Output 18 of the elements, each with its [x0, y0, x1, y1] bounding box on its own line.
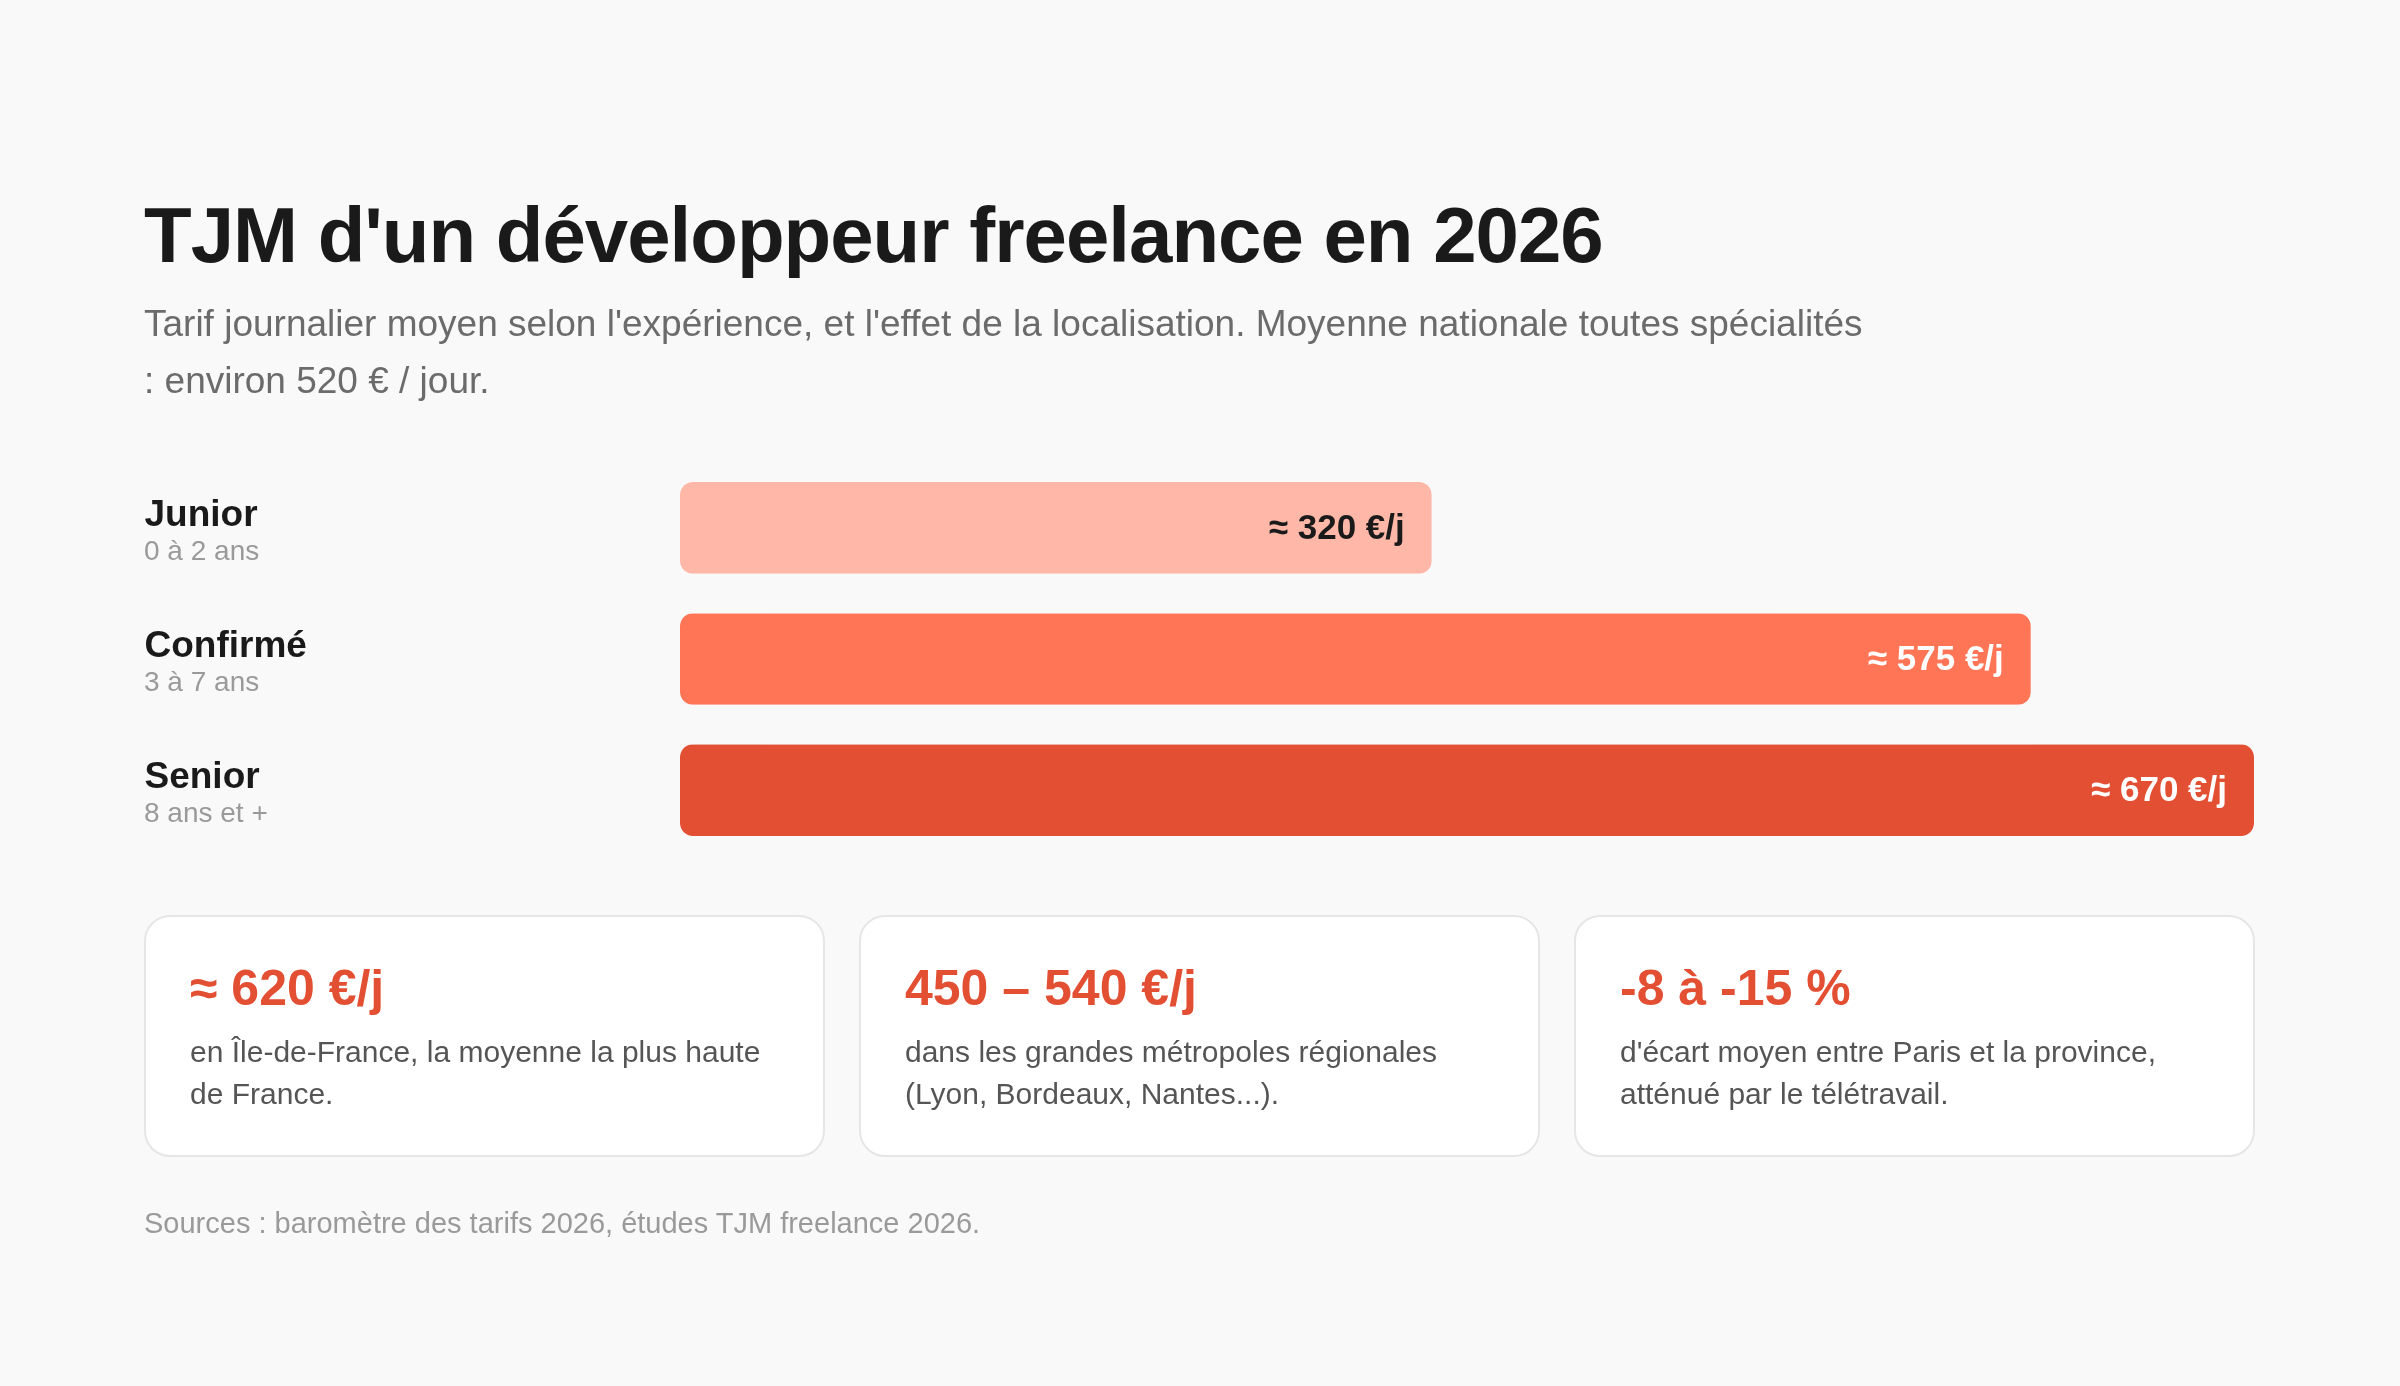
text: 0 à 2 ans [144, 534, 260, 566]
data-label: ≈ 670 €/j [2091, 769, 2227, 809]
source-note: Sources : baromètre des tarifs 2026, études TJM freelance 2026. [144, 1207, 982, 1240]
text: d'écart moyen entre Paris et la province, atténué par le télétravail. [1620, 1034, 2157, 1112]
y-tick-label: Junior [144, 492, 258, 534]
text: -8 à -15 % [1620, 959, 1852, 1017]
data-label: ≈ 575 €/j [1867, 638, 2004, 677]
data-label: ≈ 320 €/j [1268, 506, 1405, 546]
chart-title: TJM d'un développeur freelance en 2026 [144, 190, 1604, 281]
y-tick-label: Senior [144, 755, 260, 797]
chart-subtitle: Tarif journalier moyen selon l'expérience, et l'effet de la localisation. Moyenne nationale toutes spécialités : environ 520 € / jour. [144, 302, 1864, 403]
text: 8 ans et + [144, 797, 268, 829]
text: 450 – 540 €/j [905, 959, 1198, 1017]
text: en Île-de-France, la moyenne la plus haute de France. [190, 1034, 762, 1112]
text: 3 à 7 ans [144, 666, 260, 697]
text: ≈ 620 €/j [190, 959, 386, 1017]
y-tick-label: Confirmé [144, 624, 307, 665]
text: dans les grandes métropoles régionales (Lyon, Bordeaux, Nantes...). [905, 1034, 1438, 1112]
